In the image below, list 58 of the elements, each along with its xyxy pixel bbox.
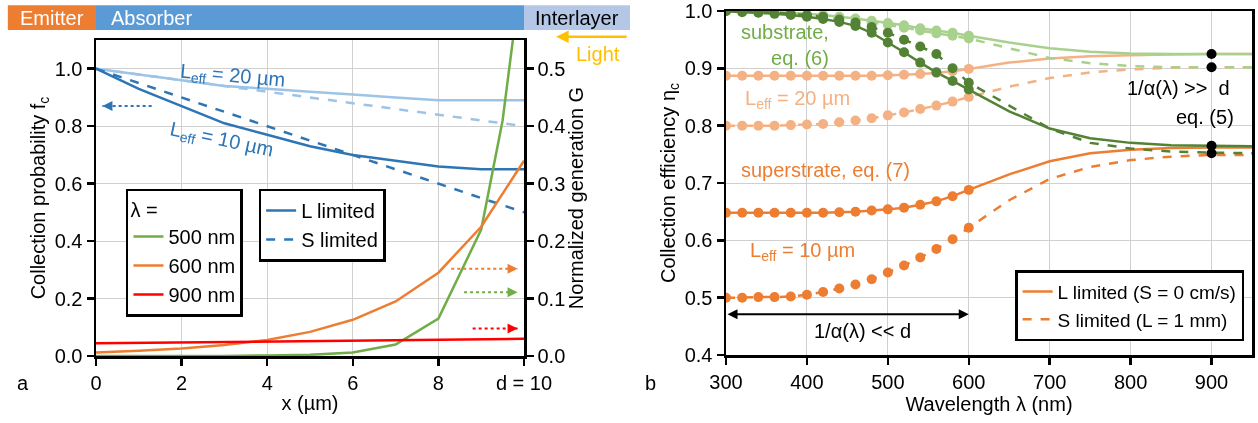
x-tick-label: 2 <box>176 371 188 394</box>
y-tick-label: 0.4 <box>54 230 83 253</box>
x-axis-title: x (µm) <box>281 392 339 415</box>
legend-label: 900 nm <box>168 284 236 307</box>
legend-label: L limited (S = 0 cm/s) <box>1057 282 1236 303</box>
x-axis-title: Wavelength λ (nm) <box>905 392 1073 415</box>
y-tick-label: 0.4 <box>684 344 713 366</box>
annotation: substrate, eq. (6) <box>741 21 829 69</box>
text: Interlayer <box>535 7 619 29</box>
y-tick-label: 0.9 <box>684 57 713 80</box>
y-tick-label: 1.0 <box>54 57 83 80</box>
x-tick-label: 600 <box>952 370 986 393</box>
annotation: eq. (5) <box>1176 106 1234 128</box>
y-tick-label: 0.6 <box>684 229 713 252</box>
annotation: L$_{eff}$ = 20 µm <box>745 87 851 113</box>
y2-tick-label: 0.0 <box>537 345 566 367</box>
legend-label: 600 nm <box>168 255 236 278</box>
x-tick-label: 8 <box>432 371 444 394</box>
y-tick-label: 0.8 <box>684 114 713 137</box>
y-tick-label: 1.0 <box>684 0 713 22</box>
y-tick-label: 0.0 <box>54 345 83 367</box>
x-tick-label: 400 <box>790 370 824 393</box>
x-tick-label: 500 <box>871 370 905 393</box>
y-tick-label: 0.6 <box>54 172 83 195</box>
text: a <box>17 372 29 394</box>
annotation: 1/α(λ) << d <box>814 320 912 342</box>
y2-tick-label: 0.2 <box>537 230 566 253</box>
x-tick-label: 700 <box>1033 370 1067 393</box>
y2-axis-title: Normalized generation G <box>565 86 588 310</box>
annotation: L$_{eff}$ = 20 µm <box>179 59 287 94</box>
y2-tick-label: 0.4 <box>537 115 566 138</box>
text: Absorber <box>111 7 193 29</box>
annotation: superstrate, eq. (7) <box>741 159 910 181</box>
y-tick-label: 0.5 <box>684 286 713 309</box>
y2-tick-label: 0.3 <box>537 172 566 195</box>
annotation: L$_{eff}$ = 10 µm <box>167 117 276 164</box>
legend-title: λ = <box>130 199 158 222</box>
legend-label: S limited <box>301 229 378 252</box>
y-tick-label: 0.8 <box>54 115 83 138</box>
annotation: 1/α(λ) >> d <box>1127 77 1230 99</box>
x-tick-label: 800 <box>1113 370 1148 393</box>
y2-tick-label: 0.5 <box>537 57 566 80</box>
y-tick-label: 0.2 <box>54 287 83 310</box>
x-tick-label: 0 <box>90 371 102 394</box>
x-tick-label: d = 10 <box>495 371 553 394</box>
y2-tick-label: 0.1 <box>537 287 566 310</box>
y-tick-label: 0.7 <box>684 172 713 194</box>
legend-label: S limited (L = 1 mm) <box>1057 309 1228 331</box>
text: Emitter <box>20 7 84 29</box>
x-tick-label: 6 <box>347 371 359 394</box>
x-tick-label: 300 <box>709 370 743 393</box>
annotation: L$_{eff}$ = 10 µm <box>750 239 856 265</box>
text: b <box>645 372 657 394</box>
text: Light <box>576 43 620 65</box>
x-tick-label: 900 <box>1194 370 1229 393</box>
legend-label: 500 nm <box>168 226 236 249</box>
legend-label: L limited <box>301 200 375 223</box>
x-tick-label: 4 <box>261 371 273 394</box>
